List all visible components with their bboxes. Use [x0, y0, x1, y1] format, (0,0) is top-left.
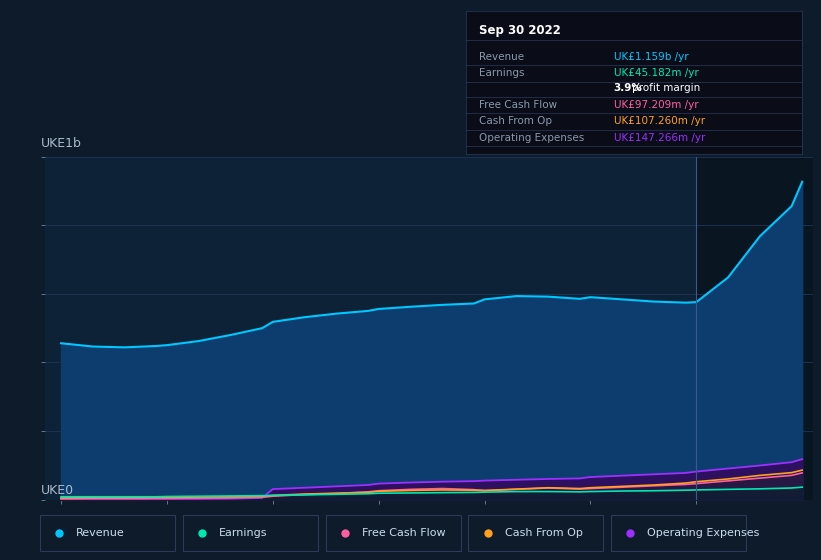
Text: Cash From Op: Cash From Op — [505, 529, 583, 538]
Text: Earnings: Earnings — [219, 529, 268, 538]
Text: UKE0: UKE0 — [41, 484, 74, 497]
Bar — [696, 157, 813, 500]
Text: UK£45.182m /yr: UK£45.182m /yr — [613, 68, 699, 78]
Text: Revenue: Revenue — [479, 52, 524, 62]
Text: UKE1b: UKE1b — [41, 137, 82, 150]
Text: UK£97.209m /yr: UK£97.209m /yr — [613, 100, 698, 110]
Text: Free Cash Flow: Free Cash Flow — [479, 100, 557, 110]
Text: Operating Expenses: Operating Expenses — [479, 133, 585, 143]
Text: Revenue: Revenue — [76, 529, 125, 538]
Text: UK£147.266m /yr: UK£147.266m /yr — [613, 133, 705, 143]
Text: UK£107.260m /yr: UK£107.260m /yr — [613, 116, 704, 126]
Text: Free Cash Flow: Free Cash Flow — [362, 529, 446, 538]
Text: Operating Expenses: Operating Expenses — [648, 529, 759, 538]
Text: Earnings: Earnings — [479, 68, 525, 78]
Text: profit margin: profit margin — [632, 83, 700, 94]
Text: UK£1.159b /yr: UK£1.159b /yr — [613, 52, 688, 62]
Text: 3.9%: 3.9% — [613, 83, 643, 94]
Text: Sep 30 2022: Sep 30 2022 — [479, 24, 561, 37]
Text: Cash From Op: Cash From Op — [479, 116, 552, 126]
